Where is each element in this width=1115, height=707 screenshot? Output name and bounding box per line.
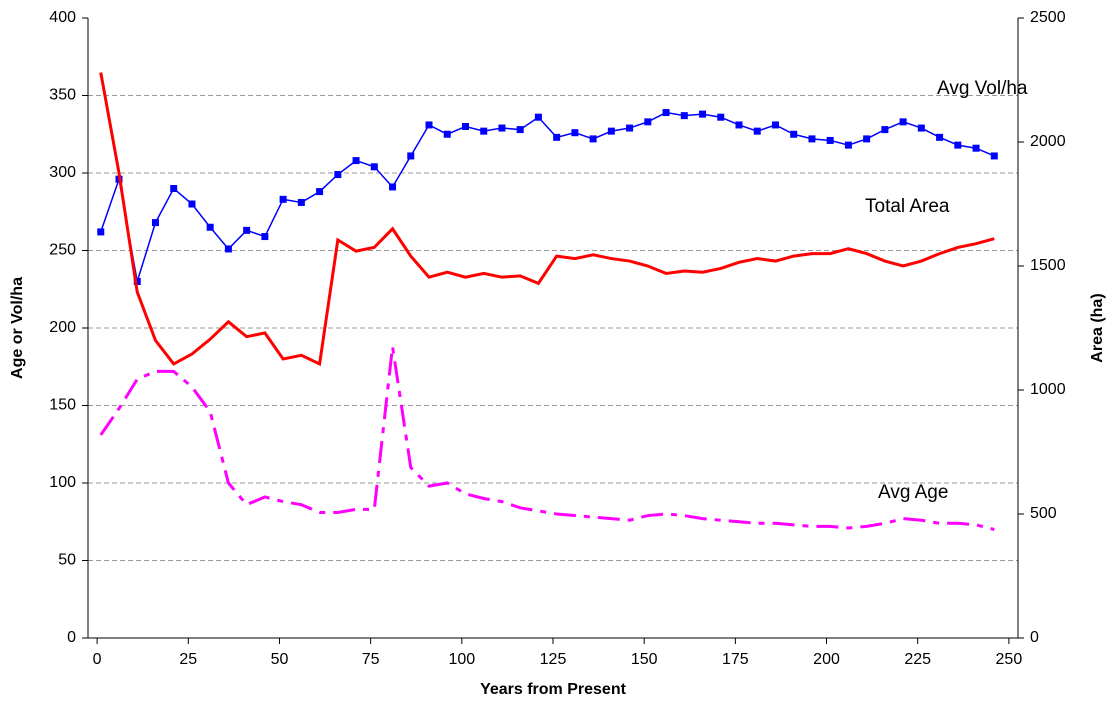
marker — [206, 223, 214, 231]
marker — [370, 163, 378, 171]
marker — [443, 130, 451, 138]
marker — [607, 127, 615, 135]
x-axis-title: Years from Present — [480, 681, 627, 698]
y2-tick-label: 2000 — [1030, 133, 1066, 150]
marker — [990, 152, 998, 160]
marker — [771, 121, 779, 129]
x-tick-label: 0 — [93, 651, 102, 668]
marker — [826, 136, 834, 144]
marker — [297, 198, 305, 206]
x-tick-label: 175 — [722, 651, 749, 668]
marker — [389, 183, 397, 191]
marker — [662, 109, 670, 117]
marker — [680, 112, 688, 120]
x-tick-label: 75 — [362, 651, 380, 668]
marker — [571, 129, 579, 137]
x-tick-label: 25 — [179, 651, 197, 668]
marker — [644, 118, 652, 126]
y2-tick-label: 1500 — [1030, 257, 1066, 274]
marker — [316, 188, 324, 196]
y2-axis-title: Area (ha) — [1089, 293, 1106, 362]
series-line — [100, 111, 995, 282]
x-tick-label: 150 — [631, 651, 658, 668]
x-tick-label: 100 — [448, 651, 475, 668]
y-tick-label: 250 — [49, 242, 76, 259]
marker — [425, 121, 433, 129]
marker — [954, 141, 962, 149]
marker — [352, 157, 360, 165]
marker — [717, 113, 725, 121]
series-line — [99, 346, 995, 531]
marker — [589, 135, 597, 143]
y-tick-label: 300 — [49, 164, 76, 181]
y-tick-label: 50 — [58, 552, 76, 569]
x-tick-label: 225 — [904, 651, 931, 668]
marker — [480, 127, 488, 135]
marker — [735, 121, 743, 129]
marker — [188, 200, 196, 208]
marker — [516, 126, 524, 134]
marker — [808, 135, 816, 143]
y2-tick-label: 0 — [1030, 629, 1039, 646]
marker — [753, 127, 761, 135]
marker — [334, 171, 342, 179]
y2-tick-label: 500 — [1030, 505, 1057, 522]
marker — [133, 278, 141, 285]
y-tick-label: 100 — [49, 474, 76, 491]
annotation: Avg Vol/ha — [937, 78, 1028, 99]
annotation: Avg Age — [878, 482, 948, 503]
marker — [261, 233, 269, 241]
y-tick-label: 150 — [49, 397, 76, 414]
x-tick-label: 125 — [540, 651, 567, 668]
marker — [972, 144, 980, 152]
marker — [899, 118, 907, 126]
y-tick-label: 350 — [49, 87, 76, 104]
marker — [224, 245, 232, 253]
marker — [407, 152, 415, 160]
marker — [97, 228, 105, 236]
marker — [243, 226, 251, 234]
x-tick-label: 50 — [271, 651, 289, 668]
y-axis-title: Age or Vol/ha — [9, 277, 26, 379]
marker — [936, 133, 944, 141]
annotation: Total Area — [865, 196, 950, 217]
marker — [170, 185, 178, 192]
marker — [626, 124, 634, 132]
marker — [461, 123, 469, 130]
y-tick-label: 0 — [67, 629, 76, 646]
marker — [844, 141, 852, 149]
y-tick-label: 200 — [49, 319, 76, 336]
marker — [790, 130, 798, 138]
marker — [151, 219, 159, 227]
marker — [553, 133, 561, 141]
marker — [863, 135, 871, 143]
marker — [917, 124, 925, 132]
y-tick-label: 400 — [49, 9, 76, 26]
x-tick-label: 250 — [996, 651, 1023, 668]
marker — [279, 195, 287, 203]
y2-tick-label: 1000 — [1030, 381, 1066, 398]
marker — [699, 110, 707, 118]
marker — [498, 124, 506, 132]
marker — [881, 126, 889, 134]
marker — [534, 113, 542, 121]
y2-tick-label: 2500 — [1030, 9, 1066, 26]
series-line — [99, 72, 995, 367]
x-tick-label: 200 — [813, 651, 840, 668]
